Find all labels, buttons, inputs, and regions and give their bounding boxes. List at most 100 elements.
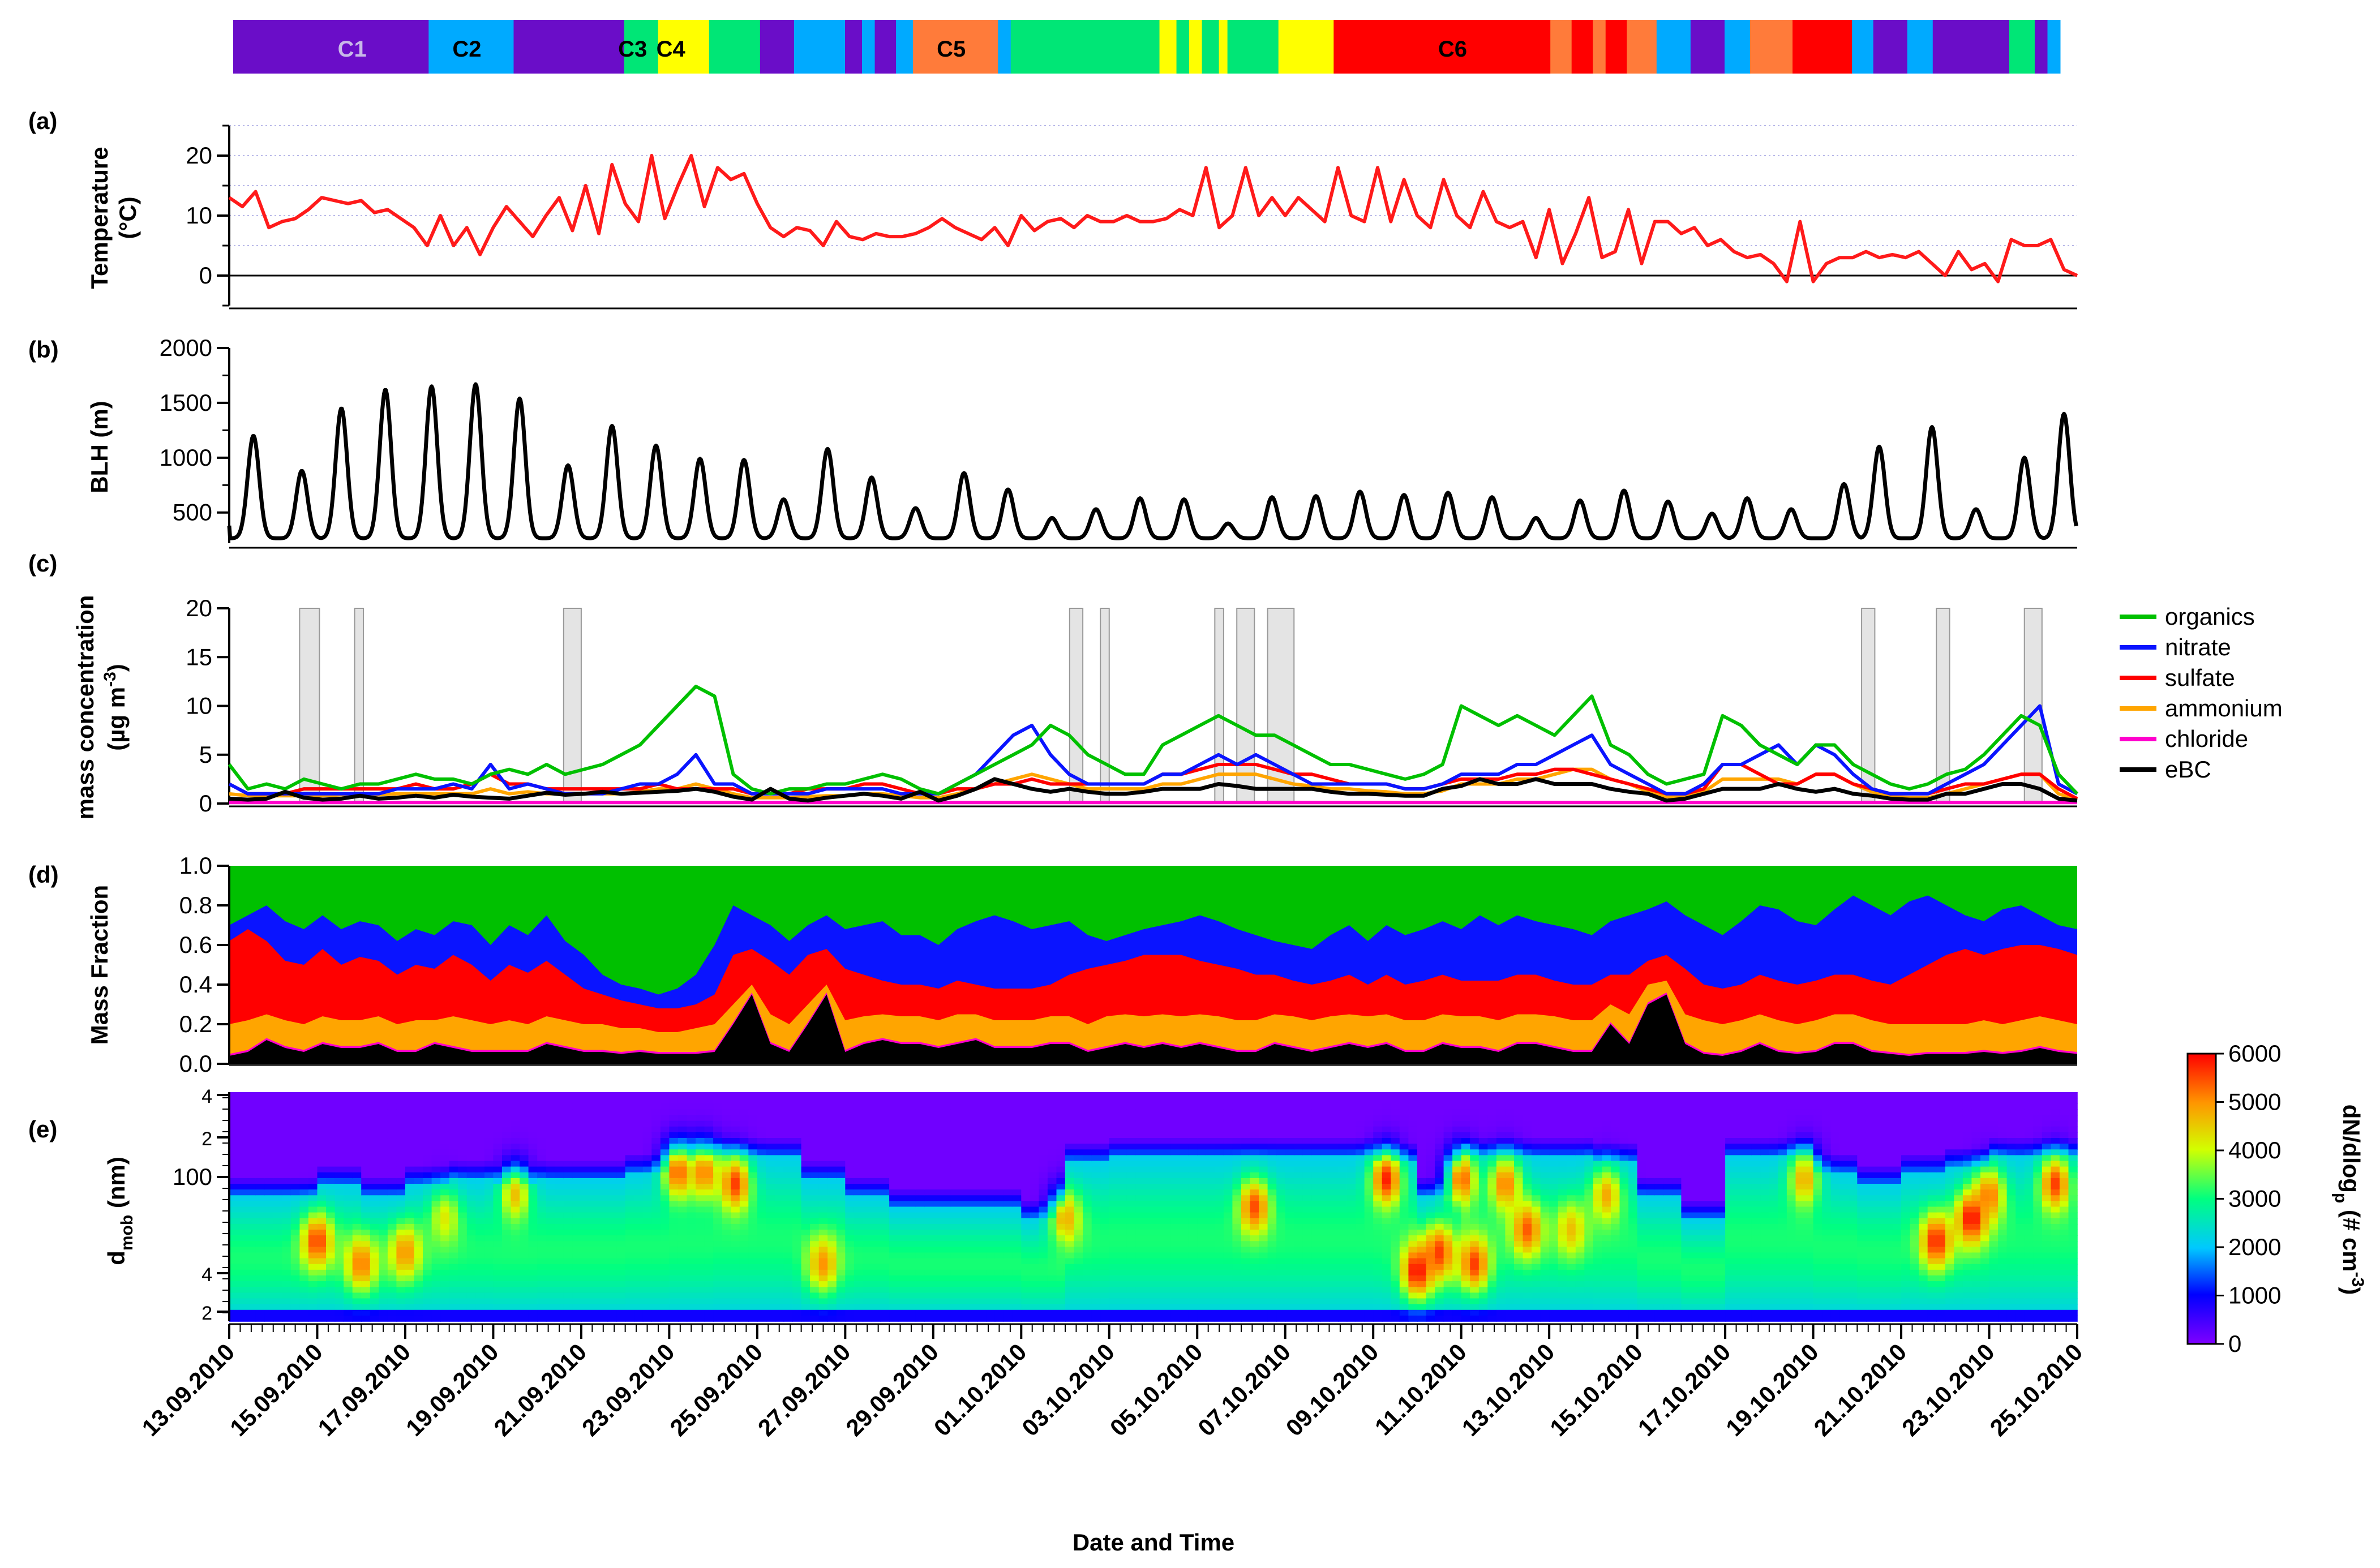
heatmap-cell xyxy=(1083,1218,1092,1225)
heatmap-cell xyxy=(1241,1275,1251,1282)
heatmap-cell xyxy=(994,1298,1004,1305)
heatmap-cell xyxy=(1285,1247,1294,1253)
heatmap-cell xyxy=(264,1161,274,1167)
heatmap-cell xyxy=(915,1264,925,1270)
heatmap-cell xyxy=(616,1161,626,1167)
heatmap-cell xyxy=(616,1132,626,1139)
heatmap-cell xyxy=(775,1126,784,1133)
heatmap-cell xyxy=(238,1315,247,1322)
heatmap-cell xyxy=(1012,1304,1022,1311)
heatmap-cell xyxy=(1259,1235,1268,1241)
heatmap-cell xyxy=(475,1304,485,1311)
heatmap-cell xyxy=(238,1149,247,1156)
heatmap-cell xyxy=(537,1172,547,1179)
heatmap-cell xyxy=(1083,1315,1092,1322)
heatmap-cell xyxy=(924,1149,934,1156)
heatmap-cell xyxy=(1047,1184,1057,1190)
heatmap-cell xyxy=(1285,1144,1294,1150)
heatmap-cell xyxy=(968,1264,978,1270)
heatmap-cell xyxy=(299,1172,309,1179)
heatmap-cell xyxy=(1206,1309,1216,1316)
heatmap-cell xyxy=(1083,1132,1092,1139)
heatmap-cell xyxy=(229,1298,239,1305)
heatmap-cell xyxy=(361,1275,371,1282)
heatmap-cell xyxy=(1144,1138,1154,1144)
heatmap-cell xyxy=(599,1195,608,1202)
heatmap-cell xyxy=(1241,1212,1251,1219)
heatmap-cell xyxy=(1162,1189,1172,1196)
heatmap-cell xyxy=(1056,1281,1066,1287)
heatmap-cell xyxy=(660,1149,670,1156)
heatmap-cell xyxy=(344,1235,353,1241)
heatmap-cell xyxy=(731,1287,740,1294)
heatmap-cell xyxy=(229,1115,239,1122)
heatmap-cell xyxy=(361,1298,371,1305)
heatmap-cell xyxy=(1188,1287,1198,1294)
cluster-segment xyxy=(513,20,625,74)
heatmap-cell xyxy=(704,1275,714,1282)
heatmap-cell xyxy=(520,1292,529,1299)
heatmap-cell xyxy=(704,1241,714,1248)
y-tick-label: 0 xyxy=(199,262,212,289)
heatmap-cell xyxy=(1259,1103,1268,1110)
heatmap-cell xyxy=(1004,1206,1013,1213)
heatmap-cell xyxy=(687,1264,696,1270)
heatmap-cell xyxy=(1126,1218,1137,1225)
heatmap-cell xyxy=(1180,1309,1189,1316)
heatmap-cell xyxy=(634,1115,644,1122)
heatmap-cell xyxy=(1206,1178,1216,1184)
heatmap-cell xyxy=(387,1161,397,1167)
heatmap-cell xyxy=(484,1218,494,1225)
heatmap-cell xyxy=(308,1166,318,1173)
heatmap-cell xyxy=(590,1281,599,1287)
heatmap-cell xyxy=(475,1212,485,1219)
heatmap-cell xyxy=(405,1201,415,1208)
heatmap-cell xyxy=(238,1206,247,1213)
heatmap-cell xyxy=(282,1212,291,1219)
heatmap-cell xyxy=(986,1264,996,1270)
heatmap-cell xyxy=(352,1281,362,1287)
heatmap-cell xyxy=(660,1269,670,1276)
heatmap-cell xyxy=(255,1258,265,1265)
heatmap-cell xyxy=(1170,1103,1180,1110)
heatmap-cell xyxy=(414,1132,423,1139)
heatmap-cell xyxy=(484,1189,494,1196)
heatmap-cell xyxy=(818,1281,828,1287)
heatmap-cell xyxy=(1083,1109,1092,1116)
heatmap-cell xyxy=(1188,1132,1198,1139)
heatmap-cell xyxy=(1197,1304,1207,1311)
heatmap-cell xyxy=(660,1298,670,1305)
heatmap-cell xyxy=(810,1269,820,1276)
heatmap-cell xyxy=(396,1195,406,1202)
heatmap-cell xyxy=(405,1304,415,1311)
heatmap-cell xyxy=(229,1155,239,1162)
heatmap-cell xyxy=(1232,1292,1242,1299)
heatmap-cell xyxy=(907,1132,916,1139)
heatmap-cell xyxy=(335,1149,344,1156)
heatmap-cell xyxy=(915,1189,925,1196)
heatmap-cell xyxy=(317,1103,327,1110)
heatmap-cell xyxy=(290,1189,301,1196)
heatmap-cell xyxy=(563,1275,573,1282)
heatmap-cell xyxy=(1065,1126,1075,1133)
heatmap-cell xyxy=(986,1138,996,1144)
heatmap-cell xyxy=(1241,1304,1251,1311)
heatmap-cell xyxy=(361,1252,371,1259)
heatmap-cell xyxy=(634,1201,644,1208)
heatmap-cell xyxy=(660,1109,670,1116)
heatmap-cell xyxy=(466,1292,477,1299)
heatmap-cell xyxy=(792,1206,802,1213)
heatmap-cell xyxy=(396,1212,406,1219)
heatmap-cell xyxy=(634,1247,644,1253)
heatmap-cell xyxy=(599,1109,608,1116)
heatmap-cell xyxy=(431,1298,441,1305)
heatmap-cell xyxy=(1056,1298,1066,1305)
heatmap-cell xyxy=(1215,1309,1224,1316)
heatmap-cell xyxy=(986,1195,996,1202)
heatmap-cell xyxy=(423,1098,432,1104)
heatmap-cell xyxy=(1100,1304,1110,1311)
heatmap-cell xyxy=(959,1120,969,1127)
heatmap-cell xyxy=(555,1092,564,1098)
heatmap-cell xyxy=(950,1281,960,1287)
heatmap-cell xyxy=(326,1258,336,1265)
